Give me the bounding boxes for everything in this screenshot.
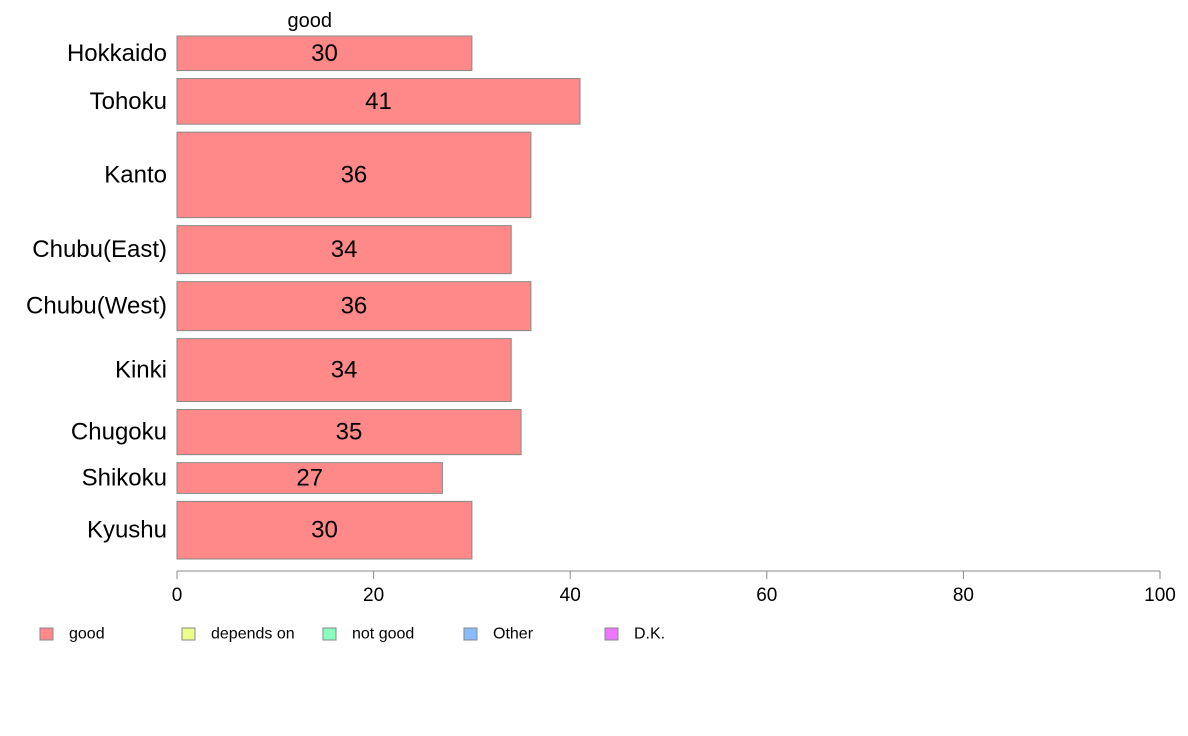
x-tick-label: 20	[363, 585, 384, 606]
category-label: Tohoku	[90, 88, 167, 115]
bar	[176, 409, 522, 456]
category-label: Chubu(West)	[26, 293, 167, 320]
legend: good depends on not good Other D.K.	[39, 626, 665, 643]
bar	[176, 131, 532, 219]
bar-value-label: 27	[296, 465, 323, 492]
legend-label: not good	[352, 626, 414, 643]
category-label: Chubu(East)	[32, 236, 167, 263]
category-label: Shikoku	[82, 465, 167, 492]
bar-value-label: 35	[336, 419, 363, 446]
category-label: Kyushu	[87, 517, 167, 544]
bar-value-label: 36	[341, 161, 368, 188]
category-label: Kinki	[115, 357, 167, 384]
bar	[176, 500, 473, 560]
bar	[176, 78, 581, 125]
bar	[176, 281, 532, 332]
category-label: Chugoku	[71, 419, 167, 446]
legend-swatch	[181, 627, 196, 641]
legend-label: Other	[493, 626, 534, 643]
bar	[176, 225, 512, 275]
legend-label: good	[69, 626, 105, 643]
legend-swatch	[322, 627, 337, 641]
x-tick-label: 0	[172, 585, 183, 606]
x-tick-label: 100	[1144, 585, 1176, 606]
bar	[176, 462, 443, 494]
bar-value-label: 36	[341, 293, 368, 320]
legend-swatch	[463, 627, 478, 641]
x-axis: 0 20 40 60 80 100	[172, 570, 1176, 606]
bar-value-label: 34	[331, 357, 358, 384]
legend-swatch	[604, 627, 619, 641]
x-tick-label: 40	[560, 585, 581, 606]
bar	[176, 35, 473, 72]
x-tick-label: 60	[756, 585, 777, 606]
x-tick-label: 80	[953, 585, 974, 606]
legend-swatch	[39, 627, 54, 641]
category-label: Hokkaido	[67, 40, 167, 67]
bar-value-label: 30	[311, 517, 338, 544]
bar-value-label: 41	[365, 88, 392, 115]
series-header: good	[287, 10, 332, 32]
bar	[176, 338, 512, 403]
labels-layer: Hokkaido 30 Tohoku 41 Kanto 36 Chubu(East) 34 Ch…	[26, 40, 392, 544]
bars-layer	[176, 35, 581, 560]
bar-value-label: 30	[311, 40, 338, 67]
category-label: Kanto	[104, 161, 167, 188]
bar-value-label: 34	[331, 236, 358, 263]
legend-label: depends on	[211, 626, 295, 643]
legend-label: D.K.	[634, 626, 665, 643]
